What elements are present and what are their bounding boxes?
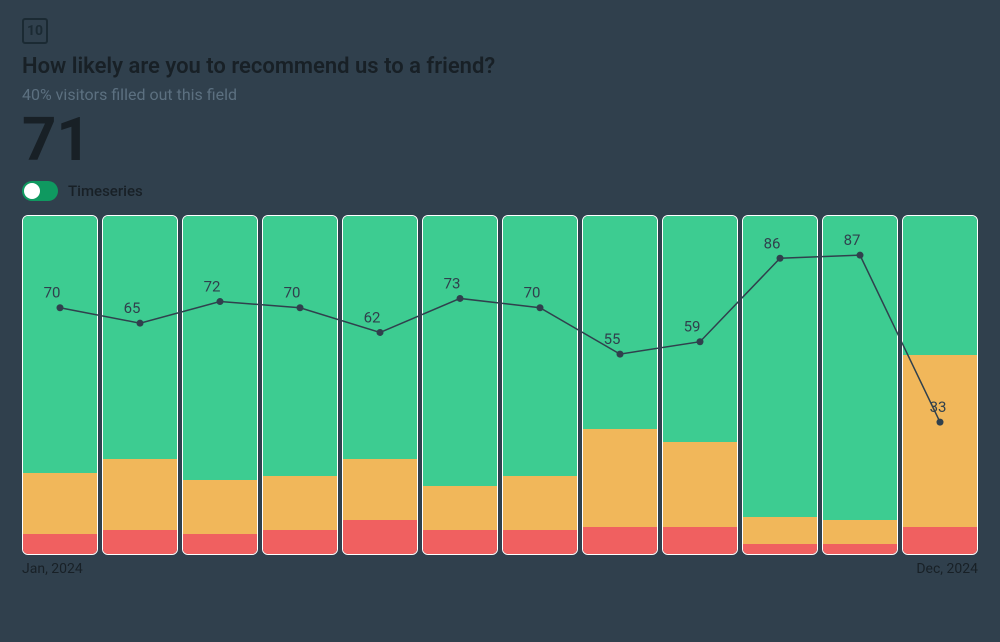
promoter-segment bbox=[423, 216, 497, 486]
promoter-segment bbox=[743, 216, 817, 517]
passive-segment bbox=[263, 476, 337, 530]
detractor-segment bbox=[263, 530, 337, 554]
timeseries-toggle-label: Timeseries bbox=[68, 182, 143, 200]
bar bbox=[22, 215, 98, 555]
bar bbox=[102, 215, 178, 555]
x-axis-end: Dec, 2024 bbox=[916, 561, 978, 577]
detractor-segment bbox=[823, 544, 897, 554]
nps-score: 71 bbox=[22, 108, 978, 171]
bar bbox=[502, 215, 578, 555]
detractor-segment bbox=[503, 530, 577, 554]
promoter-segment bbox=[663, 216, 737, 442]
toggle-knob bbox=[24, 183, 40, 199]
timeseries-toggle-row: Timeseries bbox=[22, 181, 978, 201]
bar bbox=[262, 215, 338, 555]
passive-segment bbox=[663, 442, 737, 527]
promoter-segment bbox=[343, 216, 417, 459]
passive-segment bbox=[183, 480, 257, 534]
nps-chart: 706572706273705559868733 Jan, 2024 Dec, … bbox=[22, 215, 978, 577]
bar bbox=[742, 215, 818, 555]
passive-segment bbox=[423, 486, 497, 530]
field-type-badge: 10 bbox=[22, 18, 48, 44]
timeseries-toggle[interactable] bbox=[22, 181, 58, 201]
detractor-segment bbox=[903, 527, 977, 554]
promoter-segment bbox=[503, 216, 577, 476]
promoter-segment bbox=[23, 216, 97, 473]
detractor-segment bbox=[743, 544, 817, 554]
promoter-segment bbox=[183, 216, 257, 480]
passive-segment bbox=[23, 473, 97, 534]
promoter-segment bbox=[263, 216, 337, 476]
question-title: How likely are you to recommend us to a … bbox=[22, 54, 978, 79]
bar bbox=[422, 215, 498, 555]
detractor-segment bbox=[663, 527, 737, 554]
bar bbox=[662, 215, 738, 555]
passive-segment bbox=[743, 517, 817, 544]
promoter-segment bbox=[583, 216, 657, 429]
bar bbox=[822, 215, 898, 555]
x-axis-start: Jan, 2024 bbox=[22, 561, 83, 577]
detractor-segment bbox=[423, 530, 497, 554]
passive-segment bbox=[903, 355, 977, 527]
stacked-bars bbox=[22, 215, 978, 555]
bar bbox=[582, 215, 658, 555]
bar bbox=[342, 215, 418, 555]
x-axis: Jan, 2024 Dec, 2024 bbox=[22, 561, 978, 577]
detractor-segment bbox=[583, 527, 657, 554]
passive-segment bbox=[503, 476, 577, 530]
promoter-segment bbox=[823, 216, 897, 520]
detractor-segment bbox=[183, 534, 257, 554]
passive-segment bbox=[343, 459, 417, 520]
fill-rate-subtext: 40% visitors filled out this field bbox=[22, 85, 978, 104]
passive-segment bbox=[823, 520, 897, 544]
passive-segment bbox=[583, 429, 657, 527]
bar bbox=[182, 215, 258, 555]
detractor-segment bbox=[103, 530, 177, 554]
promoter-segment bbox=[903, 216, 977, 355]
detractor-segment bbox=[343, 520, 417, 554]
badge-text: 10 bbox=[27, 23, 43, 39]
bar bbox=[902, 215, 978, 555]
promoter-segment bbox=[103, 216, 177, 459]
detractor-segment bbox=[23, 534, 97, 554]
passive-segment bbox=[103, 459, 177, 530]
